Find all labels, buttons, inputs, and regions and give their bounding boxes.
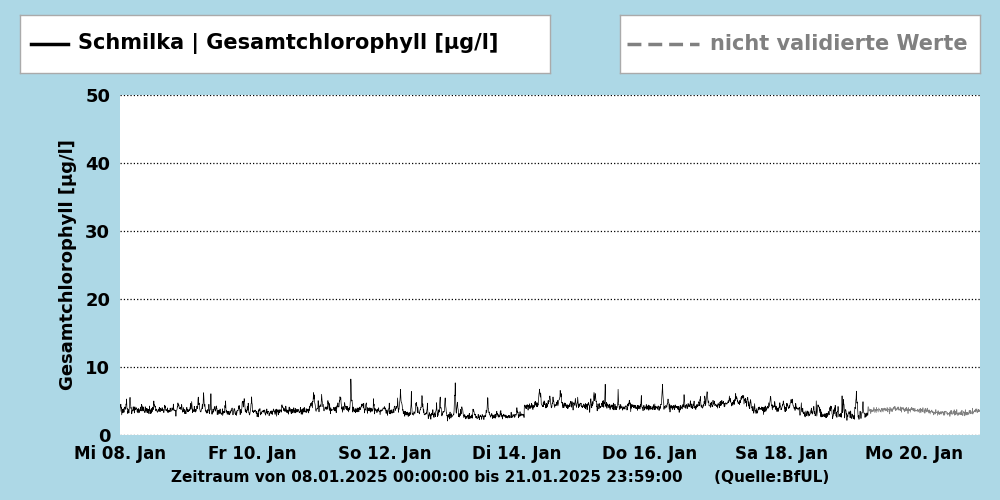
Text: Zeitraum von 08.01.2025 00:00:00 bis 21.01.2025 23:59:00      (Quelle:BfUL): Zeitraum von 08.01.2025 00:00:00 bis 21.… [171,470,829,485]
Y-axis label: Gesamtchlorophyll [µg/l]: Gesamtchlorophyll [µg/l] [59,140,77,390]
Text: nicht validierte Werte: nicht validierte Werte [710,34,968,54]
Text: Schmilka | Gesamtchlorophyll [µg/l]: Schmilka | Gesamtchlorophyll [µg/l] [78,33,499,54]
